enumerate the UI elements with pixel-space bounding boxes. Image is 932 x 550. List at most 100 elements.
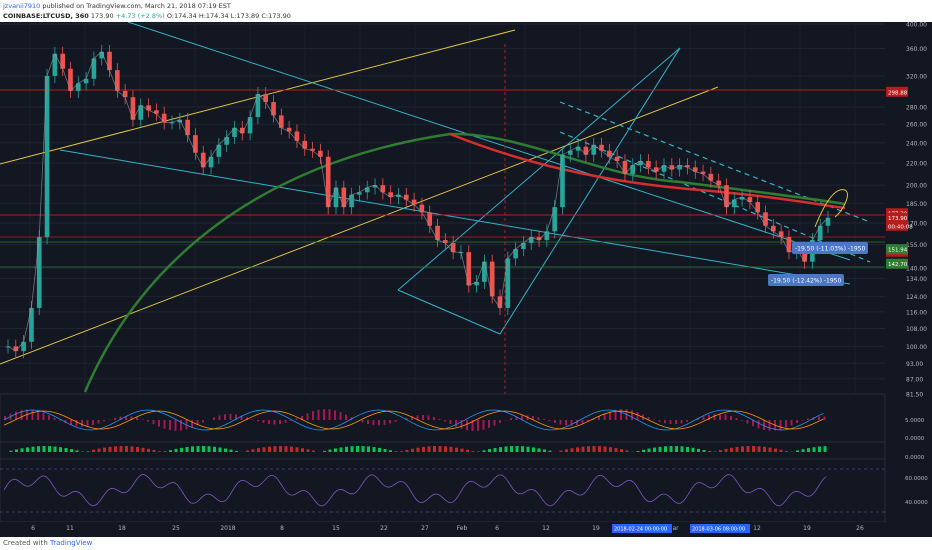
macd-histogram-bar xyxy=(252,419,254,420)
price-chart[interactable]: 400.00360.00320.00280.00260.00240.00220.… xyxy=(0,22,932,537)
macd-histogram-bar xyxy=(59,420,61,421)
macd-histogram-bar xyxy=(307,413,309,420)
macd-histogram-bar xyxy=(791,420,793,425)
macd-histogram-bar xyxy=(81,420,83,427)
momentum-histogram-bar xyxy=(125,446,128,452)
momentum-histogram-bar xyxy=(54,446,57,452)
momentum-histogram-bar xyxy=(87,451,90,452)
time-tick-label: 11 xyxy=(66,525,74,532)
macd-histogram-bar xyxy=(114,418,116,420)
candle-body xyxy=(60,54,65,69)
momentum-histogram-bar xyxy=(620,449,623,452)
momentum-histogram-bar xyxy=(186,447,189,452)
price-tick-label: 81.50 xyxy=(906,392,923,399)
momentum-histogram-bar xyxy=(351,446,354,452)
price-tick-label: 140.00 xyxy=(906,266,927,273)
momentum-histogram-bar xyxy=(76,450,79,452)
time-tick-label: 12 xyxy=(542,525,550,532)
macd-histogram-bar xyxy=(340,412,342,420)
time-tick-label: 2018 xyxy=(220,525,235,532)
price-tick-label: 100.00 xyxy=(906,344,927,351)
macd-histogram-bar xyxy=(153,420,155,424)
candle-body xyxy=(326,157,331,207)
price-tick-label: 108.00 xyxy=(906,326,927,333)
momentum-histogram-bar xyxy=(422,447,425,452)
momentum-histogram-bar xyxy=(290,447,293,452)
candle-body xyxy=(37,237,42,308)
macd-histogram-bar xyxy=(488,420,490,428)
time-tick-label: 19 xyxy=(592,525,600,532)
momentum-histogram-bar xyxy=(428,446,431,452)
indicator-tick-label: 40.0000 xyxy=(905,500,928,506)
macd-histogram-bar xyxy=(395,420,397,422)
momentum-histogram-bar xyxy=(780,450,783,452)
macd-histogram-bar xyxy=(576,420,578,425)
candle-body xyxy=(818,226,823,240)
macd-histogram-bar xyxy=(268,420,270,424)
price-tick-label: 320.00 xyxy=(906,73,927,80)
price-tick-label: 240.00 xyxy=(906,140,927,147)
macd-histogram-bar xyxy=(109,419,111,420)
macd-histogram-bar xyxy=(37,411,39,420)
momentum-histogram-bar xyxy=(598,446,601,452)
time-tick-label: 19 xyxy=(803,525,811,532)
macd-histogram-bar xyxy=(582,420,584,424)
quote-change: +4.73 (+2.8%) xyxy=(116,12,165,20)
time-tick-label: 25 xyxy=(172,525,180,532)
momentum-histogram-bar xyxy=(26,447,29,452)
author-link[interactable]: jzvanii7910 xyxy=(3,2,40,10)
chart-footer: Created with TradingView xyxy=(0,537,932,550)
quote-open: O:174.34 xyxy=(167,12,197,20)
macd-histogram-bar xyxy=(158,420,160,427)
tradingview-logo-link[interactable]: TradingView xyxy=(50,539,92,547)
macd-histogram-bar xyxy=(136,418,138,420)
momentum-histogram-bar xyxy=(719,450,722,452)
macd-histogram-bar xyxy=(785,420,787,428)
created-with-label: Created with xyxy=(3,539,48,547)
momentum-histogram-bar xyxy=(246,450,249,452)
macd-histogram-bar xyxy=(202,420,204,422)
momentum-histogram-bar xyxy=(807,448,810,452)
symbol-label[interactable]: COINBASE:LTCUSD, 360 xyxy=(3,12,89,20)
candle-body xyxy=(138,105,143,119)
momentum-histogram-bar xyxy=(114,446,117,452)
momentum-histogram-bar xyxy=(538,448,541,452)
momentum-histogram-bar xyxy=(142,448,145,452)
momentum-histogram-bar xyxy=(345,447,348,452)
candle-body xyxy=(466,252,471,285)
price-tick-label: 87.00 xyxy=(906,376,923,383)
macd-histogram-bar xyxy=(263,420,265,423)
macd-histogram-bar xyxy=(725,414,727,420)
momentum-histogram-bar xyxy=(560,451,563,452)
macd-histogram-bar xyxy=(554,420,556,423)
momentum-histogram-bar xyxy=(202,446,205,452)
time-tick-label: 8 xyxy=(280,525,284,532)
momentum-histogram-bar xyxy=(213,447,216,452)
momentum-histogram-bar xyxy=(461,449,464,452)
time-tick-label: 18 xyxy=(118,525,126,532)
macd-histogram-bar xyxy=(565,420,567,425)
macd-histogram-bar xyxy=(560,420,562,425)
macd-histogram-bar xyxy=(224,414,226,420)
macd-histogram-bar xyxy=(439,419,441,420)
macd-histogram-bar xyxy=(769,420,771,431)
momentum-histogram-bar xyxy=(37,446,40,452)
time-range-badge: 2018-02-24 00:00:00 xyxy=(614,527,667,533)
momentum-histogram-bar xyxy=(257,448,260,452)
macd-histogram-bar xyxy=(477,420,479,431)
quote-close: C:173.90 xyxy=(261,12,290,20)
macd-histogram-bar xyxy=(807,419,809,420)
momentum-histogram-bar xyxy=(692,448,695,452)
macd-histogram-bar xyxy=(48,415,50,420)
momentum-histogram-bar xyxy=(785,451,788,452)
momentum-histogram-bar xyxy=(516,446,519,452)
momentum-histogram-bar xyxy=(384,449,387,452)
price-tick-label: 260.00 xyxy=(906,122,927,129)
candle-body xyxy=(724,185,729,207)
momentum-histogram-bar xyxy=(131,446,134,452)
price-tick-label: 200.00 xyxy=(906,183,927,190)
published-text: published on TradingView.com, March 21, … xyxy=(40,2,231,10)
momentum-histogram-bar xyxy=(637,451,640,452)
macd-histogram-bar xyxy=(681,420,683,423)
momentum-histogram-bar xyxy=(32,447,35,452)
